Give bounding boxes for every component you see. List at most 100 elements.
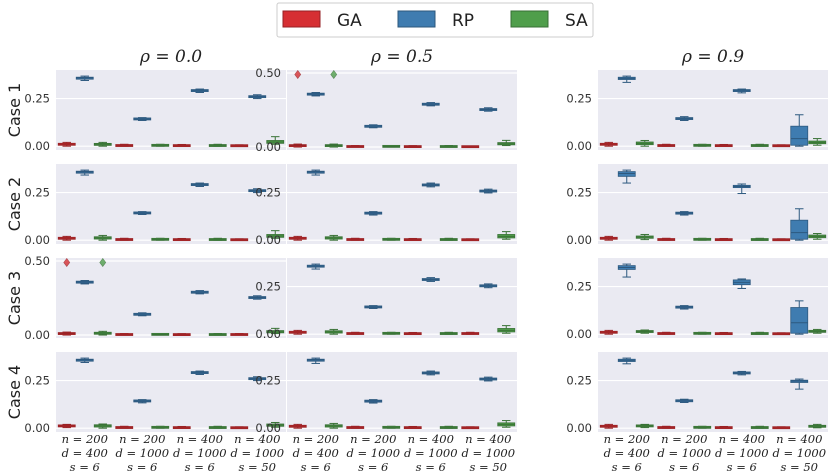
- y-tick-label: 0.25: [24, 186, 50, 200]
- box-sa-group-1: [93, 423, 112, 429]
- box-sa-group-2: [382, 237, 401, 241]
- y-tick-label: 0.00: [566, 421, 592, 435]
- outlier-marker: [99, 257, 107, 267]
- box-ga-group-2: [115, 425, 134, 429]
- box-sa-group-1: [324, 69, 343, 148]
- box-rp-group-1: [617, 169, 636, 184]
- y-tick-label: 0.00: [24, 139, 50, 153]
- panel-background: [56, 352, 286, 432]
- panel-background: [287, 352, 517, 432]
- box-rp-group-1: [617, 75, 636, 83]
- box-rp-group-2: [133, 211, 152, 215]
- y-tick-label: 0.25: [566, 374, 592, 388]
- legend-entry-sa: SA: [510, 10, 588, 31]
- box-ga-group-1: [288, 69, 307, 148]
- box-rp-group-2: [364, 124, 383, 129]
- box-ga-group-2: [346, 237, 365, 241]
- panel-r1-c3: 0.00 0.25: [566, 70, 828, 153]
- box-rp-group-1: [617, 357, 636, 365]
- box-rp-group-3: [421, 102, 440, 107]
- x-label-n: n = 200: [119, 432, 165, 446]
- box-ga-group-3: [172, 425, 191, 430]
- x-label-d: d = 1000: [115, 446, 169, 460]
- x-label-n: n = 400: [408, 432, 454, 446]
- box-rp-group-4: [790, 300, 809, 335]
- x-label-s: s = 6: [127, 460, 157, 474]
- y-tick-label: 0.00: [566, 327, 592, 341]
- box-sa-group-3: [439, 425, 458, 429]
- x-label-n: n = 400: [776, 432, 822, 446]
- box-sa-group-2: [151, 425, 170, 429]
- box-ga-group-4: [772, 144, 791, 148]
- box-ga-group-2: [657, 425, 676, 429]
- box-ga-group-4: [461, 238, 480, 242]
- panel-r3-c1: 0.00 0.50: [24, 254, 286, 342]
- panel-r2-c3: 0.00 0.25: [566, 164, 828, 247]
- legend-label-sa: SA: [565, 11, 588, 31]
- column-title-1: ρ = 0.5: [370, 47, 433, 67]
- box-sa-group-4: [266, 230, 285, 239]
- x-label-n: n = 400: [234, 432, 280, 446]
- box-ga-group-1: [57, 257, 76, 336]
- panel-r1-c2: 0.00 0.50: [255, 66, 517, 154]
- box-rp-group-3: [732, 183, 751, 195]
- box-sa-group-3: [750, 331, 769, 335]
- x-label-s: s = 6: [185, 460, 215, 474]
- box-sa-group-2: [151, 237, 170, 241]
- box-ga-group-1: [599, 329, 618, 335]
- box-ga-group-3: [714, 237, 733, 242]
- outlier-marker: [330, 69, 338, 79]
- y-tick-label: 0.00: [255, 421, 281, 435]
- box-rp-group-4: [248, 94, 267, 100]
- box-rp-group-4: [479, 107, 498, 112]
- box-rp-group-2: [133, 312, 152, 317]
- box-ga-group-2: [657, 237, 676, 241]
- x-label-s: s = 6: [727, 460, 757, 474]
- y-tick-label: 0.25: [24, 92, 50, 106]
- y-tick-label: 0.00: [566, 233, 592, 247]
- x-label-s: s = 6: [358, 460, 388, 474]
- box-sa-group-3: [208, 237, 227, 241]
- y-tick-label: 0.00: [24, 328, 50, 342]
- box-ga-group-4: [772, 426, 791, 430]
- y-tick-label: 0.00: [24, 421, 50, 435]
- box-ga-group-3: [403, 331, 422, 336]
- box-sa-group-4: [808, 233, 827, 240]
- x-label-d: d = 1000: [230, 446, 284, 460]
- box-sa-group-3: [439, 331, 458, 335]
- box-sa-group-1: [635, 329, 654, 334]
- y-tick-label: 0.00: [255, 327, 281, 341]
- box-sa-group-1: [324, 328, 343, 335]
- panel-r4-c1: 0.00 0.25: [24, 352, 286, 435]
- box-sa-group-1: [93, 257, 112, 336]
- row-label-2: Case 3: [5, 271, 24, 325]
- box-ga-group-2: [346, 331, 365, 335]
- panel-r1-c1: 0.00 0.25: [24, 70, 286, 153]
- y-tick-label: 0.50: [255, 66, 281, 80]
- x-label-d: d = 400: [293, 446, 339, 460]
- box-sa-group-4: [497, 231, 516, 240]
- panel-background: [287, 70, 517, 150]
- x-label-s: s = 50: [781, 460, 818, 474]
- x-label-n: n = 400: [177, 432, 223, 446]
- box-rp-group-4: [248, 295, 267, 300]
- box-rp-group-2: [675, 211, 694, 216]
- box-rp-group-2: [675, 116, 694, 121]
- box-ga-group-2: [657, 143, 676, 147]
- box-rp-group-2: [675, 305, 694, 310]
- box-ga-group-3: [172, 143, 191, 148]
- box-rp-group-1: [617, 263, 636, 278]
- column-title-2: ρ = 0.9: [681, 47, 744, 67]
- outlier-marker: [294, 69, 302, 79]
- box-ga-group-4: [772, 238, 791, 242]
- legend-label-rp: RP: [452, 11, 474, 31]
- row-label-1: Case 2: [5, 177, 24, 231]
